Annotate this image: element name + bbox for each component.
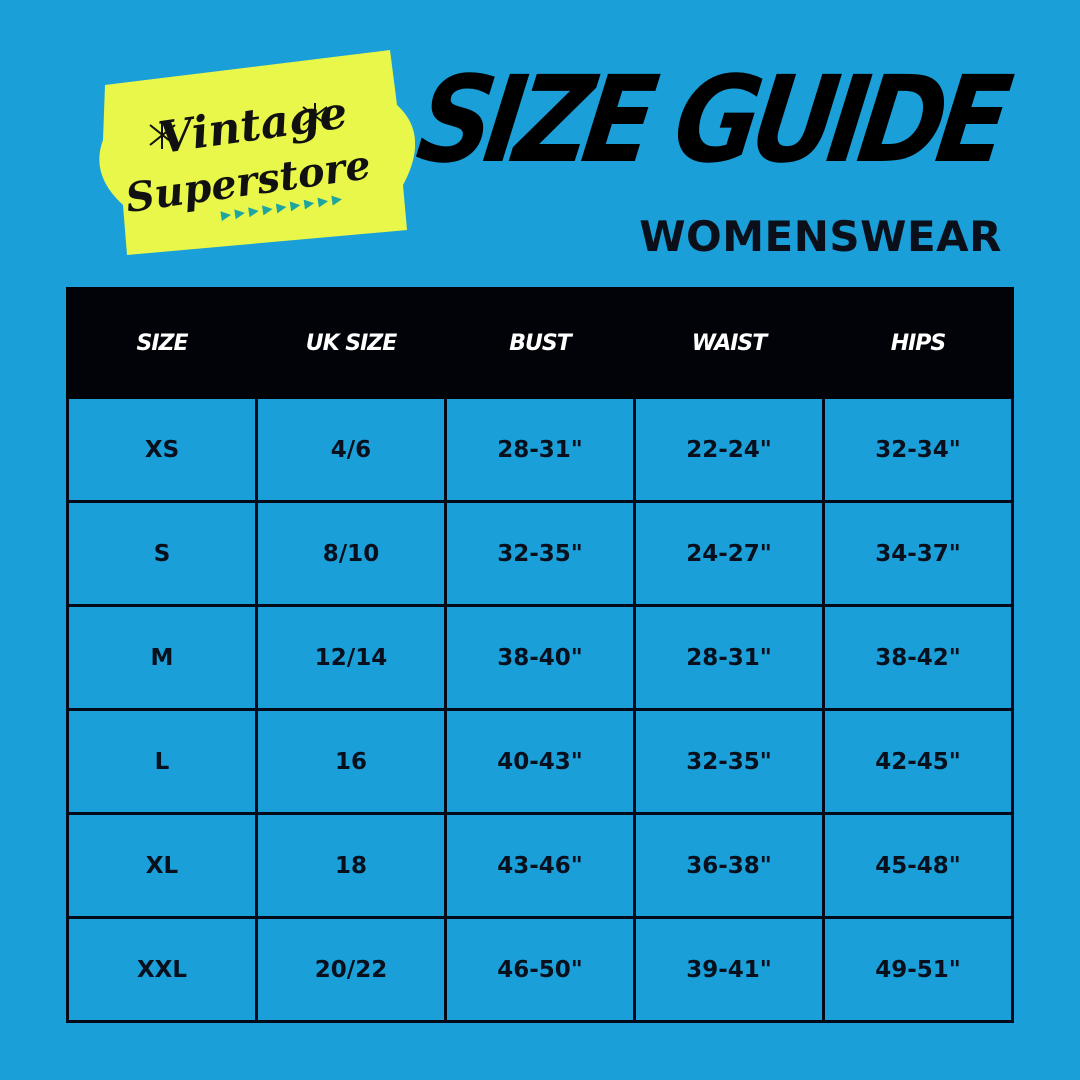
- column-header-uk-size: UK SIZE: [255, 287, 447, 399]
- table-cell: 49-51": [822, 916, 1014, 1023]
- table-cell: 42-45": [822, 708, 1014, 815]
- table-cell: 20/22: [255, 916, 447, 1023]
- column-header-size: SIZE: [66, 287, 258, 399]
- table-cell: 36-38": [633, 812, 825, 919]
- table-cell: 38-40": [444, 604, 636, 711]
- page-title: SIZE GUIDE: [409, 49, 1012, 190]
- page-subtitle: WOMENSWEAR: [639, 212, 1002, 261]
- column-header-waist: WAIST: [633, 287, 825, 399]
- table-row: L 16 40-43" 32-35" 42-45": [66, 708, 1014, 815]
- table-cell: 45-48": [822, 812, 1014, 919]
- column-header-hips: HIPS: [822, 287, 1014, 399]
- table-row: XXL 20/22 46-50" 39-41" 49-51": [66, 916, 1014, 1023]
- table-cell: 32-35": [444, 500, 636, 607]
- table-cell: 24-27": [633, 500, 825, 607]
- table-cell: XXL: [66, 916, 258, 1023]
- vintage-superstore-logo: Vintage Superstore: [99, 50, 415, 255]
- table-cell: 12/14: [255, 604, 447, 711]
- table-cell: 28-31": [444, 396, 636, 503]
- size-table: SIZE UK SIZE BUST WAIST HIPS XS 4/6 28-31" 22-2…: [66, 287, 1014, 1023]
- table-row: XS 4/6 28-31" 22-24" 32-34": [66, 396, 1014, 503]
- table-cell: 18: [255, 812, 447, 919]
- table-cell: XL: [66, 812, 258, 919]
- table-cell: 8/10: [255, 500, 447, 607]
- table-cell: 34-37": [822, 500, 1014, 607]
- table-cell: 4/6: [255, 396, 447, 503]
- table-cell: 32-34": [822, 396, 1014, 503]
- table-cell: S: [66, 500, 258, 607]
- table-cell: 32-35": [633, 708, 825, 815]
- table-cell: 40-43": [444, 708, 636, 815]
- table-cell: 22-24": [633, 396, 825, 503]
- table-cell: M: [66, 604, 258, 711]
- table-cell: 39-41": [633, 916, 825, 1023]
- table-cell: L: [66, 708, 258, 815]
- table-cell: 46-50": [444, 916, 636, 1023]
- table-cell: 28-31": [633, 604, 825, 711]
- table-row: M 12/14 38-40" 28-31" 38-42": [66, 604, 1014, 711]
- table-header-row: SIZE UK SIZE BUST WAIST HIPS: [66, 287, 1014, 399]
- column-header-bust: BUST: [444, 287, 636, 399]
- table-cell: 43-46": [444, 812, 636, 919]
- table-cell: XS: [66, 396, 258, 503]
- table-row: XL 18 43-46" 36-38" 45-48": [66, 812, 1014, 919]
- sparkle-icon: [149, 103, 328, 149]
- table-cell: 16: [255, 708, 447, 815]
- table-row: S 8/10 32-35" 24-27" 34-37": [66, 500, 1014, 607]
- table-cell: 38-42": [822, 604, 1014, 711]
